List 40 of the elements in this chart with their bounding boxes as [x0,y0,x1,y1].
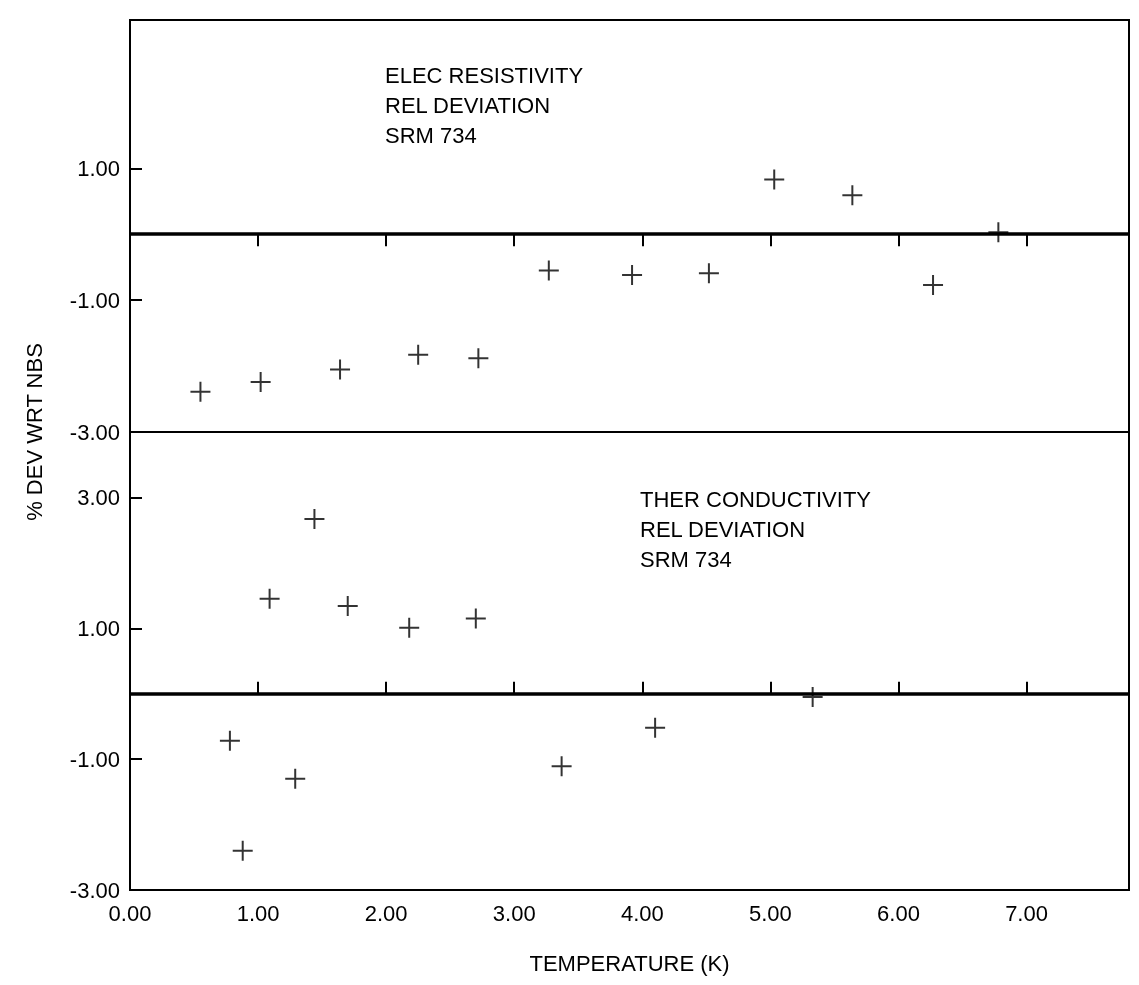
point [285,768,306,789]
point [337,596,358,617]
y-tick-label: -3.00 [69,877,120,903]
y-tick-label: 1.00 [77,615,120,641]
y-tick-label: -3.00 [69,419,120,445]
point [232,840,253,861]
x-tick-label: 4.00 [620,900,664,926]
annotation: ELEC RESISTIVITY REL DEVIATION SRM 734 [385,62,584,148]
x-tick-label: 0.00 [108,900,152,926]
point [468,348,489,369]
point [408,344,429,365]
point [622,265,643,286]
x-tick-label: 1.00 [236,900,280,926]
x-tick-label: 7.00 [1005,900,1048,926]
point [190,381,211,402]
y-tick-label: -1.00 [69,287,120,313]
point [923,275,944,295]
x-axis-title: TEMPERATURE (K) [529,950,730,976]
point [764,169,785,190]
y-axis-title: % DEV WRT NBS [21,343,47,521]
point [219,730,240,751]
point [698,263,719,284]
point [645,717,666,738]
x-tick-label: 6.00 [877,900,920,926]
point [399,617,420,638]
x-tick-label: 3.00 [492,900,536,926]
point [330,359,351,380]
point [538,260,559,281]
point [259,588,280,609]
y-tick-label: 3.00 [77,484,120,510]
annotation: THER CONDUCTIVITY REL DEVIATION SRM 734 [640,486,872,572]
y-tick-label: -1.00 [69,746,120,772]
point [304,509,325,530]
point [842,185,863,206]
point [465,608,486,629]
y-tick-label: 1.00 [77,155,120,181]
x-tick-label: 2.00 [364,900,408,926]
point [551,756,572,777]
x-tick-label: 5.00 [748,900,792,926]
point [250,371,271,392]
